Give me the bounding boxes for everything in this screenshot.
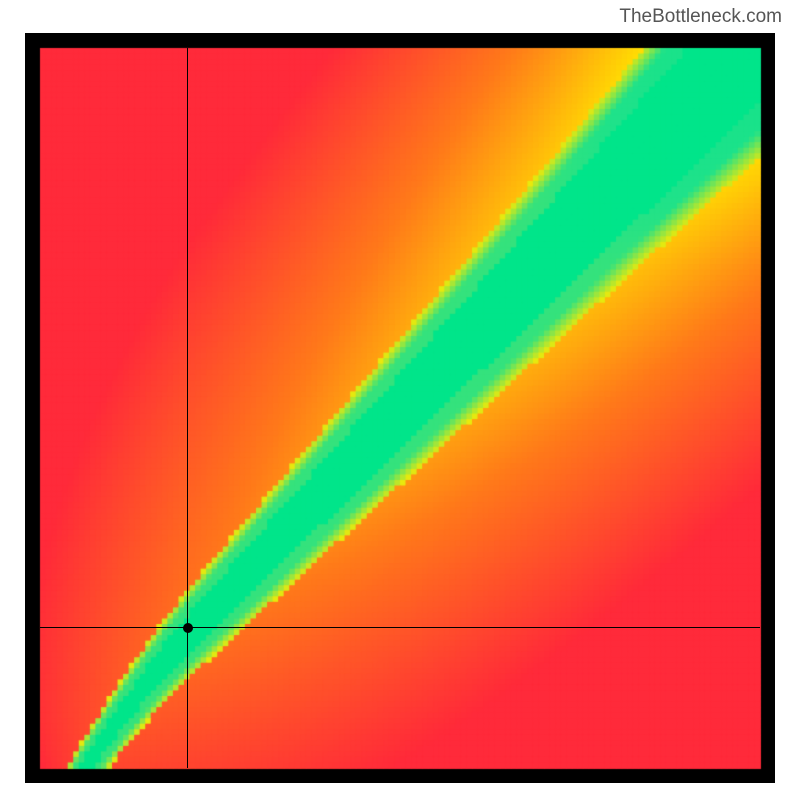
plot-frame	[25, 33, 775, 783]
crosshair-marker	[183, 623, 193, 633]
crosshair-vertical	[187, 48, 188, 768]
attribution-text: TheBottleneck.com	[619, 6, 782, 28]
bottleneck-heatmap	[25, 33, 775, 783]
chart-container: TheBottleneck.com	[0, 0, 800, 800]
crosshair-horizontal	[40, 627, 760, 628]
